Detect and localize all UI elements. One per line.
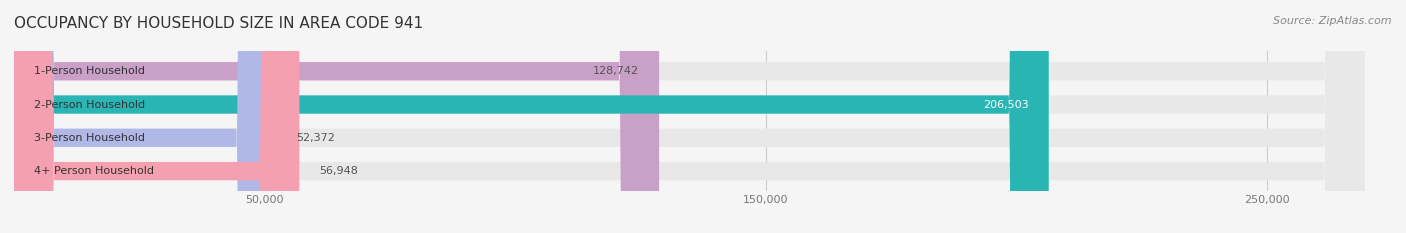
Text: 52,372: 52,372: [297, 133, 336, 143]
Text: 206,503: 206,503: [983, 99, 1029, 110]
Text: Source: ZipAtlas.com: Source: ZipAtlas.com: [1274, 16, 1392, 26]
FancyBboxPatch shape: [14, 0, 299, 233]
FancyBboxPatch shape: [14, 0, 1364, 233]
Text: OCCUPANCY BY HOUSEHOLD SIZE IN AREA CODE 941: OCCUPANCY BY HOUSEHOLD SIZE IN AREA CODE…: [14, 16, 423, 31]
FancyBboxPatch shape: [14, 0, 659, 233]
Text: 2-Person Household: 2-Person Household: [34, 99, 145, 110]
FancyBboxPatch shape: [14, 0, 1364, 233]
FancyBboxPatch shape: [14, 0, 1364, 233]
Text: 3-Person Household: 3-Person Household: [34, 133, 145, 143]
FancyBboxPatch shape: [14, 0, 1049, 233]
Text: 1-Person Household: 1-Person Household: [34, 66, 145, 76]
Text: 128,742: 128,742: [593, 66, 640, 76]
FancyBboxPatch shape: [14, 0, 1364, 233]
Text: 4+ Person Household: 4+ Person Household: [34, 166, 155, 176]
FancyBboxPatch shape: [14, 0, 277, 233]
Text: 56,948: 56,948: [319, 166, 359, 176]
